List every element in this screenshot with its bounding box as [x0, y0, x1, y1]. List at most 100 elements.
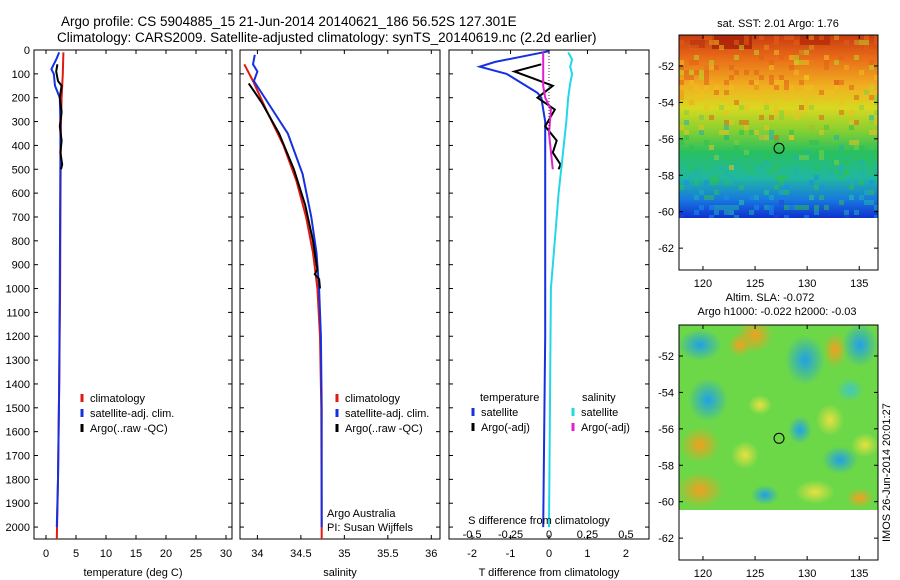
sst-pixel [734, 40, 739, 45]
sst-pixel [724, 180, 729, 185]
x-tick-label: 135 [850, 278, 868, 290]
y-tick-label: -60 [658, 497, 674, 509]
sst-pixel [774, 40, 779, 45]
x-tick-label: 30 [220, 548, 232, 560]
x-tick-label: 34 [251, 548, 263, 560]
sst-pixel [774, 110, 779, 115]
sst-pixel [779, 115, 784, 120]
sst-pixel [704, 165, 709, 170]
sst-pixel [734, 205, 739, 210]
sst-pixel [859, 145, 864, 150]
legend-entry: Argo(-adj) [481, 422, 530, 434]
sst-pixel [689, 75, 694, 80]
sst-pixel [714, 90, 719, 95]
sst-pixel [859, 180, 864, 185]
y-tick-label: -62 [658, 243, 674, 255]
y-tick-label: 1500 [6, 403, 30, 415]
sst-pixel [774, 35, 779, 40]
sst-pixel [724, 110, 729, 115]
sst-pixel [804, 155, 809, 160]
sst-pixel [869, 180, 874, 185]
sst-pixel [714, 175, 719, 180]
sst-pixel [809, 105, 814, 110]
sst-heatmap [679, 35, 878, 218]
sst-pixel [819, 150, 824, 155]
sst-pixel [824, 60, 829, 65]
sst-pixel [869, 50, 874, 55]
y-tick-label: 1600 [6, 427, 30, 439]
x-axis-label: salinity [323, 567, 357, 579]
sst-pixel [684, 180, 689, 185]
top-tick-label: -0.5 [463, 529, 482, 541]
sst-pixel [804, 60, 809, 65]
sst-pixel [764, 190, 769, 195]
sst-pixel [819, 130, 824, 135]
sst-pixel [844, 160, 849, 165]
sst-pixel [844, 40, 849, 45]
sst-pixel [874, 155, 878, 160]
sst-pixel [854, 95, 859, 100]
sst-pixel [809, 125, 814, 130]
x-tick-label: 130 [798, 568, 816, 580]
sst-pixel [709, 145, 714, 150]
sst-pixel [869, 190, 874, 195]
sst-pixel [714, 180, 719, 185]
sst-pixel [794, 60, 799, 65]
sst-pixel [799, 60, 804, 65]
series-line-0 [476, 50, 550, 528]
sst-pixel [794, 155, 799, 160]
sst-pixel [804, 105, 809, 110]
series-line-2 [548, 51, 574, 528]
sst-pixel [734, 140, 739, 145]
sst-pixel [779, 180, 784, 185]
sst-pixel [744, 120, 749, 125]
sst-pixel [679, 60, 684, 65]
sst-pixel [794, 55, 799, 60]
sst-pixel [689, 100, 694, 105]
sst-pixel [679, 70, 684, 75]
sst-pixel [844, 215, 849, 218]
sst-pixel [764, 135, 769, 140]
sst-pixel [839, 80, 844, 85]
sst-pixel [784, 215, 789, 218]
sst-pixel [864, 95, 869, 100]
sst-pixel [744, 125, 749, 130]
sst-pixel [709, 195, 714, 200]
sst-pixel [709, 215, 714, 218]
sst-pixel [679, 90, 684, 95]
sst-pixel [689, 145, 694, 150]
sst-pixel [779, 75, 784, 80]
sst-pixel [719, 95, 724, 100]
sst-pixel [739, 200, 744, 205]
y-tick-label: -62 [658, 533, 674, 545]
sst-pixel [774, 85, 779, 90]
sst-pixel [839, 100, 844, 105]
sst-pixel [754, 205, 759, 210]
sst-pixel [869, 65, 874, 70]
sst-pixel [824, 55, 829, 60]
series-line-0 [243, 63, 323, 540]
legend-entry: Argo(..raw -QC) [345, 423, 423, 435]
sst-map-title: sat. SST: 2.01 Argo: 1.76 [717, 18, 839, 30]
sst-pixel [694, 95, 699, 100]
sst-pixel [704, 105, 709, 110]
sst-pixel [864, 35, 869, 40]
sst-pixel [714, 190, 719, 195]
annotation-pi: PI: Susan Wijffels [327, 522, 413, 534]
sst-pixel [769, 60, 774, 65]
sst-pixel [874, 40, 878, 45]
sst-pixel [784, 80, 789, 85]
sst-pixel [824, 125, 829, 130]
sst-pixel [699, 115, 704, 120]
sst-pixel [834, 135, 839, 140]
sst-pixel [854, 145, 859, 150]
x-tick-label: 35 [338, 548, 350, 560]
sla-heatmap [679, 325, 878, 510]
sst-pixel [744, 165, 749, 170]
map-frame [678, 324, 879, 561]
x-tick-label: 36 [425, 548, 437, 560]
sst-pixel [874, 205, 878, 210]
sst-pixel [694, 210, 699, 215]
sst-pixel [844, 65, 849, 70]
